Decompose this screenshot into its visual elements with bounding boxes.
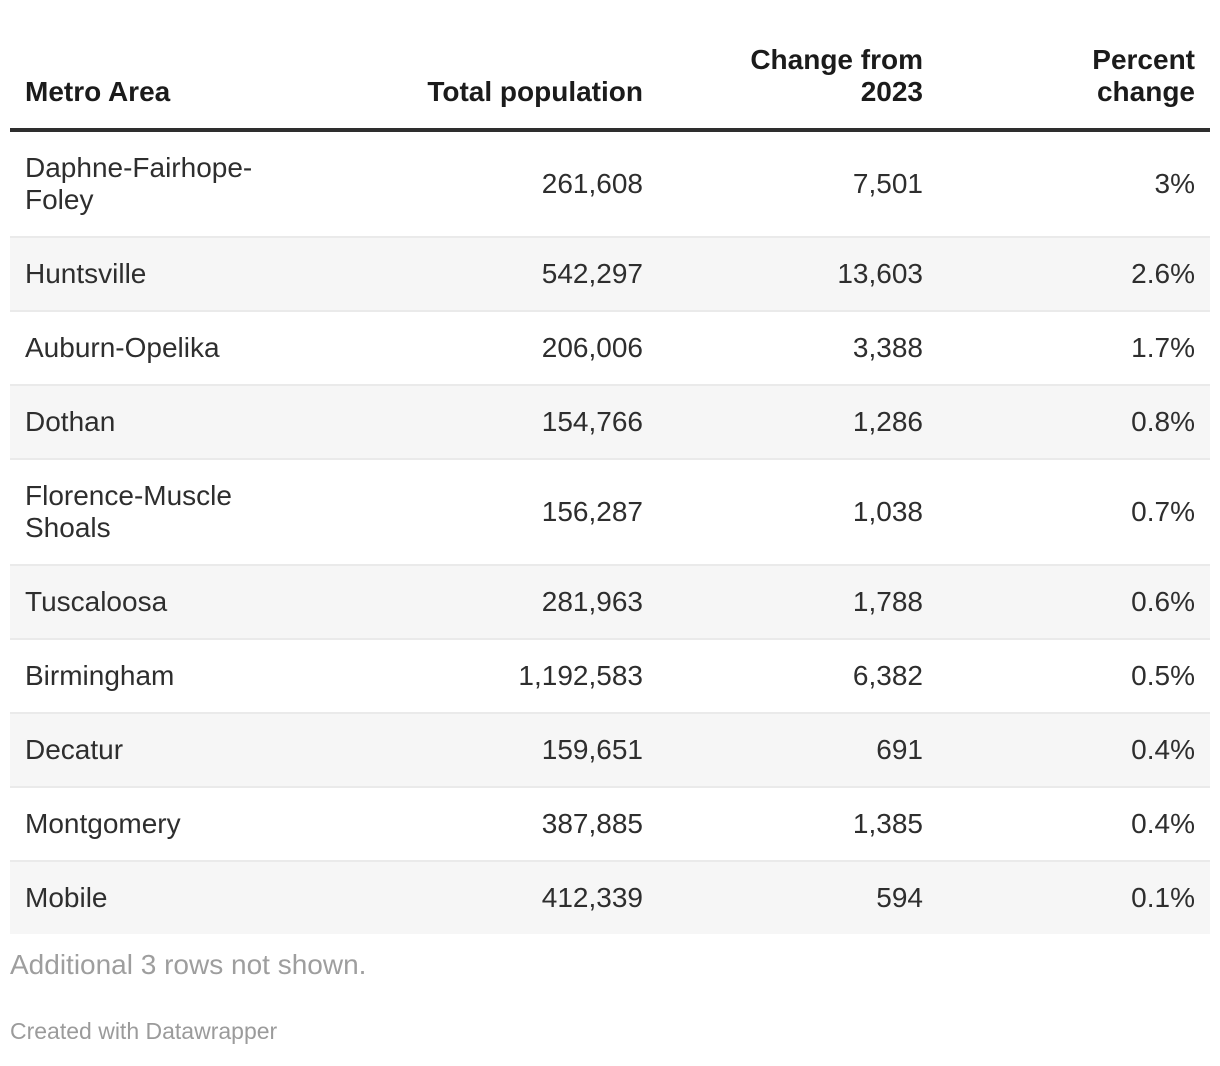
cell-percent: 2.6% [1131, 258, 1195, 289]
cell-percent: 0.8% [1131, 406, 1195, 437]
table-body: Daphne-Fairhope-Foley 261,608 7,501 3% H… [10, 130, 1210, 934]
cell-change: 691 [876, 734, 923, 765]
cell-metro: Huntsville [25, 258, 147, 289]
table-row: Mobile 412,339 594 0.1% [10, 861, 1210, 934]
cell-change: 3,388 [852, 332, 923, 363]
table-row: Daphne-Fairhope-Foley 261,608 7,501 3% [10, 130, 1210, 237]
cell-change: 1,788 [852, 586, 923, 617]
cell-metro: Daphne-Fairhope-Foley [25, 152, 253, 215]
cell-change: 1,286 [852, 406, 923, 437]
table-row: Dothan 154,766 1,286 0.8% [10, 385, 1210, 459]
cell-population: 387,885 [541, 808, 643, 839]
cell-percent: 3% [1154, 168, 1195, 199]
cell-percent: 0.6% [1131, 586, 1195, 617]
cell-percent: 0.4% [1131, 808, 1195, 839]
cell-population: 159,651 [541, 734, 643, 765]
table-row: Decatur 159,651 691 0.4% [10, 713, 1210, 787]
cell-population: 261,608 [541, 168, 643, 199]
header-row: Metro Area Total population Change from … [10, 44, 1210, 132]
table-header: Metro Area Total population Change from … [10, 44, 1210, 132]
cell-metro: Dothan [25, 406, 116, 437]
rows-not-shown-note: Additional 3 rows not shown. [10, 949, 367, 980]
cell-metro: Mobile [25, 882, 108, 913]
cell-change: 13,603 [837, 258, 923, 289]
cell-population: 412,339 [541, 882, 643, 913]
table-row: Florence-Muscle Shoals 156,287 1,038 0.7… [10, 459, 1210, 565]
cell-metro: Auburn-Opelika [25, 332, 220, 363]
cell-population: 281,963 [541, 586, 643, 617]
cell-population: 1,192,583 [518, 660, 643, 691]
cell-population: 154,766 [541, 406, 643, 437]
table-row: Tuscaloosa 281,963 1,788 0.6% [10, 565, 1210, 639]
column-header-metro-area: Metro Area [10, 44, 280, 132]
cell-metro: Decatur [25, 734, 124, 765]
cell-change: 7,501 [852, 168, 923, 199]
cell-change: 594 [876, 882, 923, 913]
table-row: Birmingham 1,192,583 6,382 0.5% [10, 639, 1210, 713]
cell-percent: 0.7% [1131, 496, 1195, 527]
cell-change: 1,038 [852, 496, 923, 527]
cell-percent: 0.4% [1131, 734, 1195, 765]
column-header-change-from-2023: Change from 2023 [658, 44, 938, 132]
table-row: Montgomery 387,885 1,385 0.4% [10, 787, 1210, 861]
column-header-total-population: Total population [280, 44, 658, 132]
cell-change: 6,382 [852, 660, 923, 691]
cell-percent: 0.5% [1131, 660, 1195, 691]
cell-change: 1,385 [852, 808, 923, 839]
cell-population: 156,287 [541, 496, 643, 527]
cell-metro: Tuscaloosa [25, 586, 168, 617]
cell-metro: Florence-Muscle Shoals [25, 480, 232, 543]
table-row: Huntsville 542,297 13,603 2.6% [10, 237, 1210, 311]
datawrapper-attribution-link[interactable]: Created with Datawrapper [10, 1018, 278, 1044]
column-header-percent-change: Percent change [938, 44, 1210, 132]
cell-percent: 1.7% [1131, 332, 1195, 363]
cell-metro: Montgomery [25, 808, 181, 839]
table-row: Auburn-Opelika 206,006 3,388 1.7% [10, 311, 1210, 385]
cell-population: 206,006 [541, 332, 643, 363]
cell-population: 542,297 [541, 258, 643, 289]
data-table: Metro Area Total population Change from … [10, 44, 1210, 934]
cell-metro: Birmingham [25, 660, 175, 691]
cell-percent: 0.1% [1131, 882, 1195, 913]
